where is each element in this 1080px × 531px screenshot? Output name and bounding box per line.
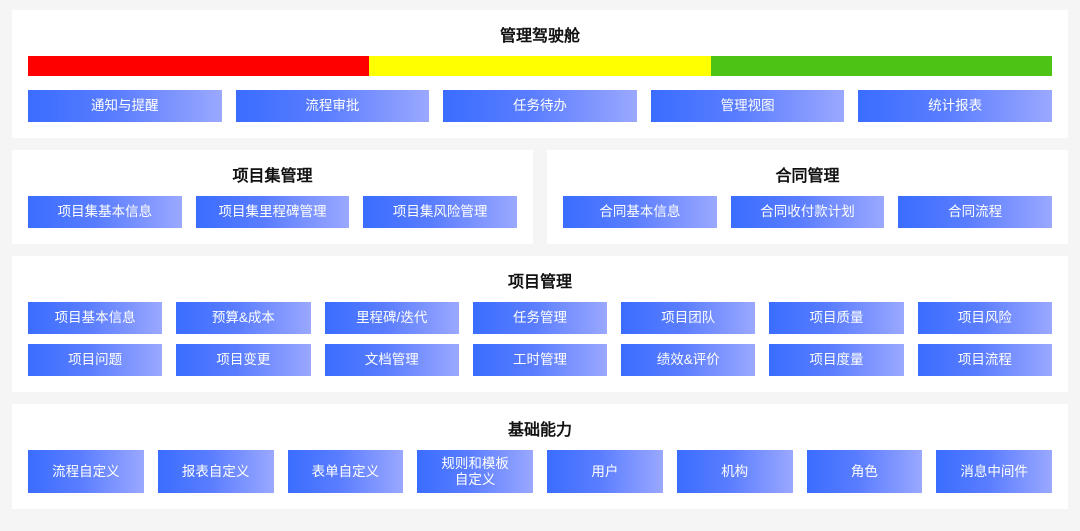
program-mgmt-title: 项目集管理: [28, 162, 517, 186]
project-mgmt-panel: 项目管理 项目基本信息 预算&成本 里程碑/迭代 任务管理 项目团队 项目质量 …: [12, 256, 1068, 392]
status-bar: [28, 56, 1052, 76]
btn-project-quality[interactable]: 项目质量: [769, 302, 903, 334]
btn-task-todo[interactable]: 任务待办: [443, 90, 637, 122]
row2: 项目集管理 项目集基本信息 项目集里程碑管理 项目集风险管理 合同管理 合同基本…: [12, 150, 1068, 244]
btn-budget-cost[interactable]: 预算&成本: [176, 302, 310, 334]
contract-mgmt-title: 合同管理: [563, 162, 1052, 186]
btn-program-risk[interactable]: 项目集风险管理: [363, 196, 517, 228]
status-seg-green: [711, 56, 1052, 76]
contract-mgmt-panel: 合同管理 合同基本信息 合同收付款计划 合同流程: [547, 150, 1068, 244]
btn-workflow-approval[interactable]: 流程审批: [236, 90, 430, 122]
dashboard-title: 管理驾驶舱: [28, 22, 1052, 46]
project-mgmt-title: 项目管理: [28, 268, 1052, 292]
btn-management-view[interactable]: 管理视图: [651, 90, 845, 122]
btn-report-custom[interactable]: 报表自定义: [158, 450, 274, 493]
btn-project-risk[interactable]: 项目风险: [918, 302, 1052, 334]
btn-project-basic-info[interactable]: 项目基本信息: [28, 302, 162, 334]
btn-workflow-custom[interactable]: 流程自定义: [28, 450, 144, 493]
btn-role[interactable]: 角色: [807, 450, 923, 493]
dashboard-panel: 管理驾驶舱 通知与提醒 流程审批 任务待办 管理视图 统计报表: [12, 10, 1068, 138]
btn-project-change[interactable]: 项目变更: [176, 344, 310, 376]
base-capability-title: 基础能力: [28, 416, 1052, 440]
btn-program-milestone[interactable]: 项目集里程碑管理: [196, 196, 350, 228]
base-capability-panel: 基础能力 流程自定义 报表自定义 表单自定义 规则和模板 自定义 用户 机构 角…: [12, 404, 1068, 509]
btn-project-metrics[interactable]: 项目度量: [769, 344, 903, 376]
btn-contract-basic-info[interactable]: 合同基本信息: [563, 196, 717, 228]
btn-doc-mgmt[interactable]: 文档管理: [325, 344, 459, 376]
btn-reports[interactable]: 统计报表: [858, 90, 1052, 122]
btn-milestone-iteration[interactable]: 里程碑/迭代: [325, 302, 459, 334]
btn-project-team[interactable]: 项目团队: [621, 302, 755, 334]
btn-user[interactable]: 用户: [547, 450, 663, 493]
btn-message-middleware[interactable]: 消息中间件: [936, 450, 1052, 493]
contract-mgmt-buttons: 合同基本信息 合同收付款计划 合同流程: [563, 196, 1052, 228]
program-mgmt-buttons: 项目集基本信息 项目集里程碑管理 项目集风险管理: [28, 196, 517, 228]
status-seg-yellow: [369, 56, 710, 76]
btn-performance-eval[interactable]: 绩效&评价: [621, 344, 755, 376]
dashboard-buttons: 通知与提醒 流程审批 任务待办 管理视图 统计报表: [28, 90, 1052, 122]
btn-organization[interactable]: 机构: [677, 450, 793, 493]
btn-contract-workflow[interactable]: 合同流程: [898, 196, 1052, 228]
project-mgmt-row1: 项目基本信息 预算&成本 里程碑/迭代 任务管理 项目团队 项目质量 项目风险: [28, 302, 1052, 334]
btn-task-mgmt[interactable]: 任务管理: [473, 302, 607, 334]
btn-program-basic-info[interactable]: 项目集基本信息: [28, 196, 182, 228]
btn-timesheet-mgmt[interactable]: 工时管理: [473, 344, 607, 376]
btn-project-issue[interactable]: 项目问题: [28, 344, 162, 376]
project-mgmt-row2: 项目问题 项目变更 文档管理 工时管理 绩效&评价 项目度量 项目流程: [28, 344, 1052, 376]
base-capability-buttons: 流程自定义 报表自定义 表单自定义 规则和模板 自定义 用户 机构 角色 消息中…: [28, 450, 1052, 493]
btn-contract-payment-plan[interactable]: 合同收付款计划: [731, 196, 885, 228]
btn-notifications[interactable]: 通知与提醒: [28, 90, 222, 122]
status-seg-red: [28, 56, 369, 76]
btn-project-workflow[interactable]: 项目流程: [918, 344, 1052, 376]
btn-form-custom[interactable]: 表单自定义: [288, 450, 404, 493]
btn-rule-template-custom[interactable]: 规则和模板 自定义: [417, 450, 533, 493]
program-mgmt-panel: 项目集管理 项目集基本信息 项目集里程碑管理 项目集风险管理: [12, 150, 533, 244]
